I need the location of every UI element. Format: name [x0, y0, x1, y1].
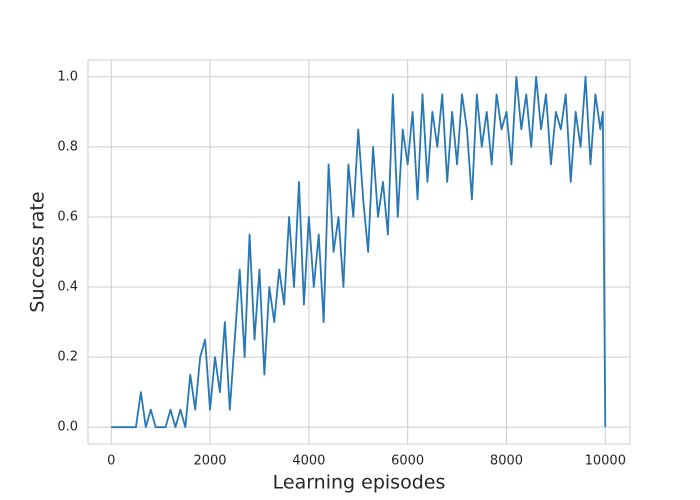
- x-tick-label: 4000: [292, 454, 325, 469]
- plot-area: [87, 59, 631, 445]
- x-tick-label: 0: [107, 454, 115, 469]
- y-tick-label: 1.0: [57, 69, 78, 84]
- x-axis-label: Learning episodes: [273, 472, 446, 494]
- data-line: [111, 75, 607, 429]
- x-tick-label: 2000: [193, 454, 226, 469]
- x-tick-label: 8000: [490, 454, 523, 469]
- y-tick-label: 0.8: [57, 139, 78, 154]
- y-tick-label: 0.0: [57, 420, 78, 435]
- x-tick-label: 6000: [391, 454, 424, 469]
- y-axis-label: Success rate: [27, 191, 49, 312]
- y-tick-label: 0.6: [57, 209, 78, 224]
- y-tick-label: 0.4: [57, 280, 78, 295]
- y-tick-label: 0.2: [57, 350, 78, 365]
- x-tick-label: 10000: [585, 454, 626, 469]
